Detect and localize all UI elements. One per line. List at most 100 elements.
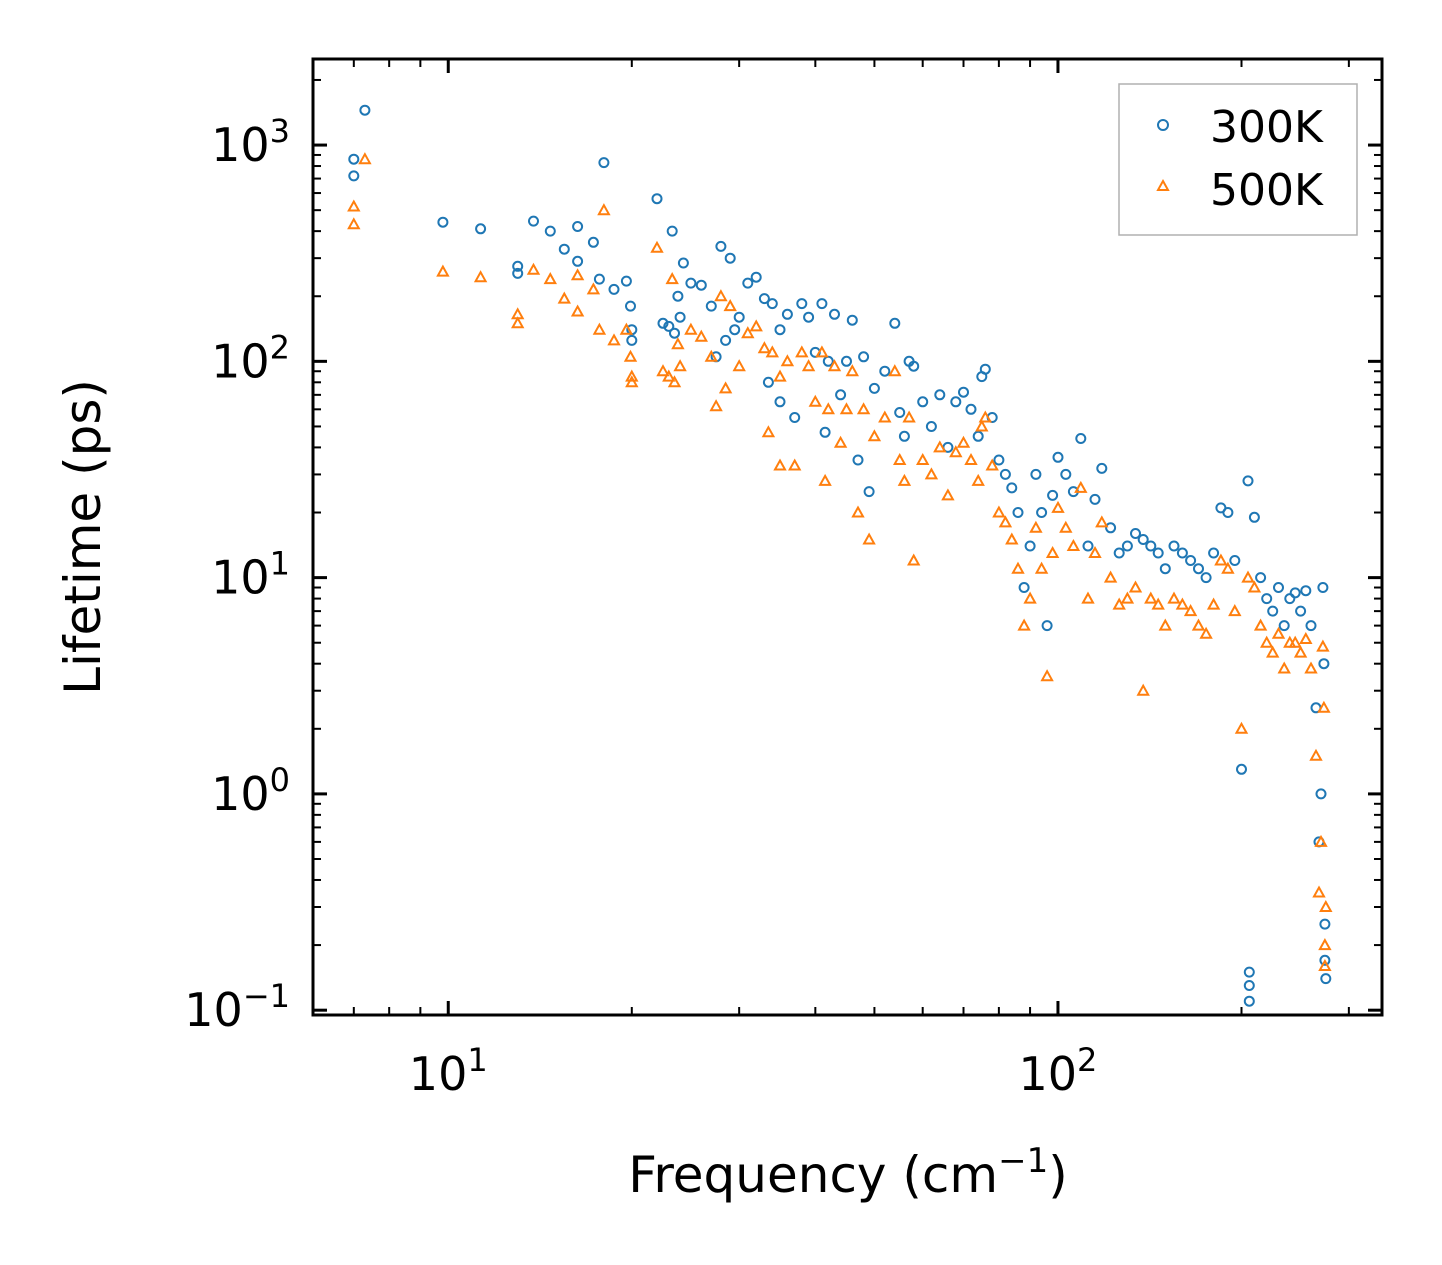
data-point-500K-20 [650,240,664,253]
data-point-300K-47 [803,311,815,323]
data-point-500K-103 [1191,618,1206,631]
data-point-300K-12 [587,236,599,248]
data-point-300K-134 [1243,995,1255,1007]
data-point-500K-58 [878,410,892,423]
data-point-500K-44 [795,345,809,358]
data-point-300K-25 [672,290,684,302]
data-point-300K-123 [1305,620,1317,632]
data-point-300K-91 [1082,540,1094,552]
data-point-300K-51 [822,355,834,367]
data-point-500K-59 [888,364,902,377]
data-point-500K-108 [1228,604,1242,617]
data-point-500K-27 [684,322,698,335]
data-point-500K-96 [1136,683,1150,696]
data-point-300K-39 [758,293,770,305]
data-point-500K-66 [933,440,947,453]
data-point-300K-62 [894,407,906,418]
data-point-500K-28 [694,329,708,342]
data-point-300K-16 [620,275,632,287]
data-point-500K-75 [992,505,1006,518]
data-point-500K-114 [1266,645,1280,658]
data-point-500K-35 [741,326,755,339]
data-point-300K-122 [1300,585,1312,597]
data-point-300K-56 [852,454,864,466]
data-point-500K-30 [709,399,723,412]
data-point-300K-100 [1152,547,1164,559]
data-point-300K-10 [572,221,584,232]
data-point-300K-58 [863,486,875,498]
data-point-500K-69 [956,435,971,448]
data-point-500K-99 [1158,618,1172,631]
data-point-300K-13 [593,273,605,285]
legend-marker-300k [1157,119,1169,131]
data-point-300K-19 [626,334,638,346]
data-point-500K-80 [1023,591,1037,604]
data-point-300K-119 [1284,593,1296,605]
data-point-300K-101 [1159,563,1171,575]
data-point-500K-84 [1045,545,1060,558]
data-point-300K-93 [1096,462,1108,474]
data-points [347,104,1333,1007]
legend-box [1118,83,1358,236]
data-point-500K-100 [1167,591,1181,604]
data-point-300K-78 [999,468,1011,480]
x-tick-label-100: 102 [1019,1041,1098,1101]
axis-ticks: 101 102 10−1 100 101 102 103 [184,59,1382,1101]
data-point-500K-105 [1206,597,1221,610]
data-point-500K-73 [978,410,992,423]
data-point-300K-26 [674,311,686,323]
data-point-300K-37 [742,277,754,289]
data-point-500K-90 [1088,545,1102,558]
data-point-500K-4 [473,270,488,283]
data-point-500K-124 [1314,834,1328,847]
data-point-300K-2 [359,104,371,116]
data-point-300K-99 [1145,540,1157,552]
data-point-500K-9 [557,291,571,304]
data-point-300K-57 [858,351,870,363]
data-point-300K-92 [1089,493,1101,505]
data-point-500K-70 [964,452,978,465]
data-point-300K-84 [1036,507,1048,518]
data-point-300K-130 [1319,954,1331,966]
data-point-500K-85 [1051,500,1065,513]
data-point-300K-7 [528,215,539,227]
data-point-500K-22 [662,369,676,382]
data-point-500K-74 [985,458,999,471]
data-point-500K-78 [1011,561,1025,574]
data-point-300K-111 [1236,763,1247,775]
data-point-500K-64 [916,452,930,465]
data-point-300K-45 [789,412,801,423]
data-point-500K-116 [1277,661,1291,674]
data-point-300K-22 [663,320,675,332]
data-point-500K-52 [839,402,854,415]
data-point-500K-53 [845,364,859,377]
data-point-500K-18 [625,369,639,382]
data-point-300K-46 [796,298,808,310]
data-point-300K-9 [558,243,570,255]
data-point-300K-41 [766,298,778,310]
data-point-500K-1 [347,217,361,230]
x-axis-label: Frequency (cm−1) [628,1141,1068,1204]
data-point-500K-50 [827,359,842,372]
data-point-300K-55 [846,314,858,326]
data-point-300K-66 [917,396,929,408]
data-point-500K-39 [765,345,779,358]
data-point-300K-82 [1024,540,1036,552]
data-point-500K-123 [1312,885,1326,898]
data-point-500K-88 [1074,480,1088,493]
data-point-300K-52 [829,308,840,320]
data-point-300K-17 [625,300,636,312]
data-point-500K-55 [856,402,871,415]
data-point-300K-105 [1193,563,1204,575]
data-point-300K-128 [1318,658,1330,670]
data-point-300K-80 [1012,507,1024,518]
data-point-500K-129 [1319,899,1333,912]
data-point-300K-77 [993,454,1005,466]
data-point-500K-67 [941,488,955,501]
data-point-500K-19 [625,375,639,388]
data-point-300K-43 [774,396,786,408]
data-point-500K-60 [893,452,907,465]
data-point-300K-85 [1041,620,1053,632]
data-point-300K-114 [1255,572,1267,584]
